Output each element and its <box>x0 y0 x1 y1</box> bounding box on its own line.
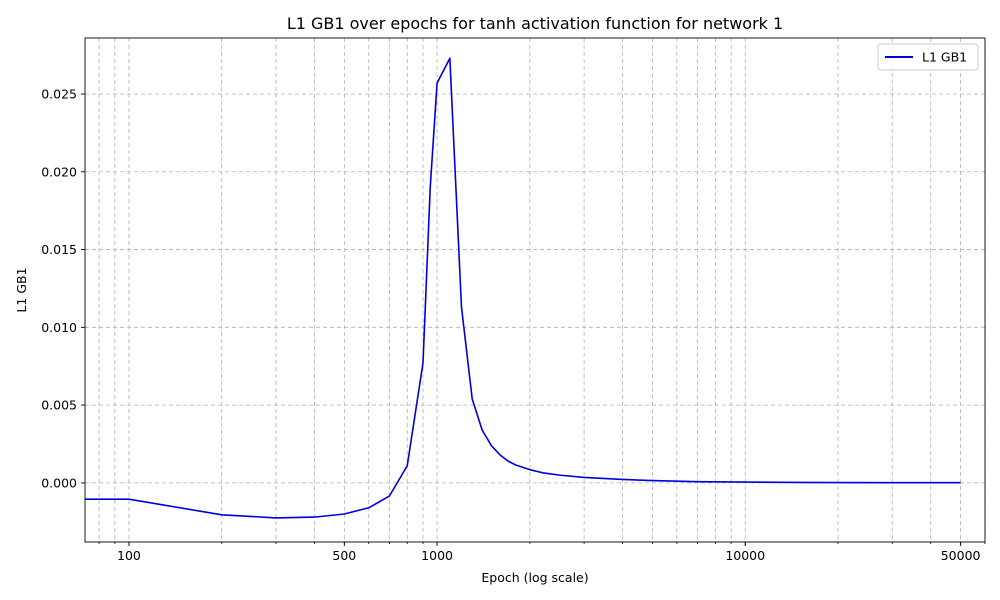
x-tick-label: 100 <box>117 548 141 563</box>
y-tick-label: 0.025 <box>41 87 77 102</box>
y-axis-label: L1 GB1 <box>14 267 29 312</box>
y-tick-label: 0.020 <box>41 164 77 179</box>
legend-label: L1 GB1 <box>922 50 967 65</box>
x-axis-label: Epoch (log scale) <box>481 570 588 585</box>
series-line <box>85 57 961 519</box>
axis-ticks: 100 500 1000 10000 50000 0.000 0.005 0.010 0.015… <box>41 87 986 563</box>
y-tick-label: 0.015 <box>41 242 77 257</box>
x-tick-label: 500 <box>332 548 356 563</box>
grid <box>85 38 986 542</box>
plot-frame <box>84 37 986 543</box>
series-layer <box>85 57 961 519</box>
x-tick-label: 1000 <box>421 548 453 563</box>
x-tick-label: 50000 <box>941 548 981 563</box>
chart-title: L1 GB1 over epochs for tanh activation f… <box>287 14 783 33</box>
legend-box <box>877 43 979 71</box>
y-tick-label: 0.000 <box>41 475 77 490</box>
y-tick-label: 0.010 <box>41 320 77 335</box>
legend: L1 GB1 <box>877 43 979 71</box>
y-tick-label: 0.005 <box>41 398 77 413</box>
x-tick-label: 10000 <box>725 548 765 563</box>
